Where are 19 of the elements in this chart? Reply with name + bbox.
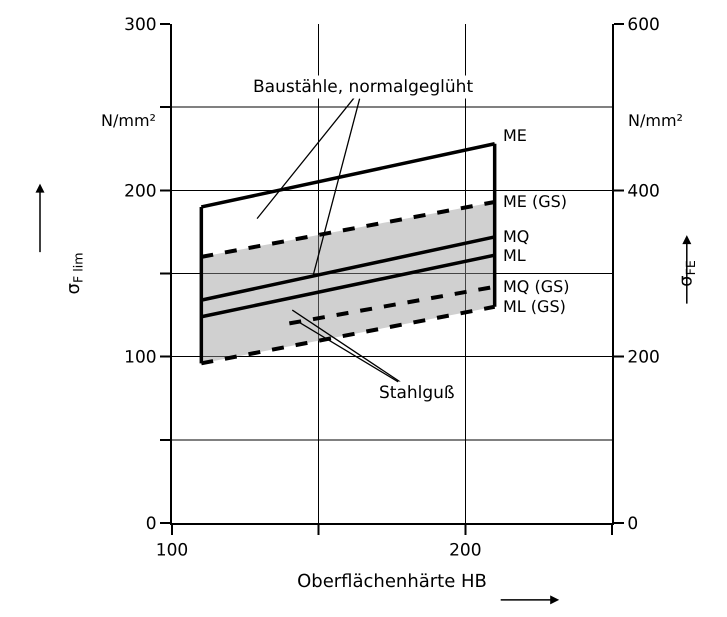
series-label: ME (GS) [503,192,568,211]
series-label: ME [503,126,527,145]
y-tick-label: 200 [124,181,157,202]
y2-tick-label: 0 [627,514,638,534]
y2-tick-label: 600 [627,14,660,35]
y-tick-label: 100 [124,348,157,368]
y2-tick-label: 200 [627,348,660,368]
series-label: MQ [503,227,530,246]
series-label: MQ (GS) [503,277,570,296]
text: N/mm² [628,111,683,130]
x-axis-title: Oberflächenhärte HB [297,571,487,592]
series-label: ML (GS) [503,297,566,316]
y-tick-label: 0 [146,514,157,534]
series-label: ML [503,246,526,265]
annotation: Baustähle, normalgeglüht [253,77,474,97]
text: N/mm² [101,111,156,130]
annotation: Stahlguß [379,383,455,403]
y-tick-label: 300 [124,14,157,35]
y2-tick-label: 400 [627,181,660,202]
